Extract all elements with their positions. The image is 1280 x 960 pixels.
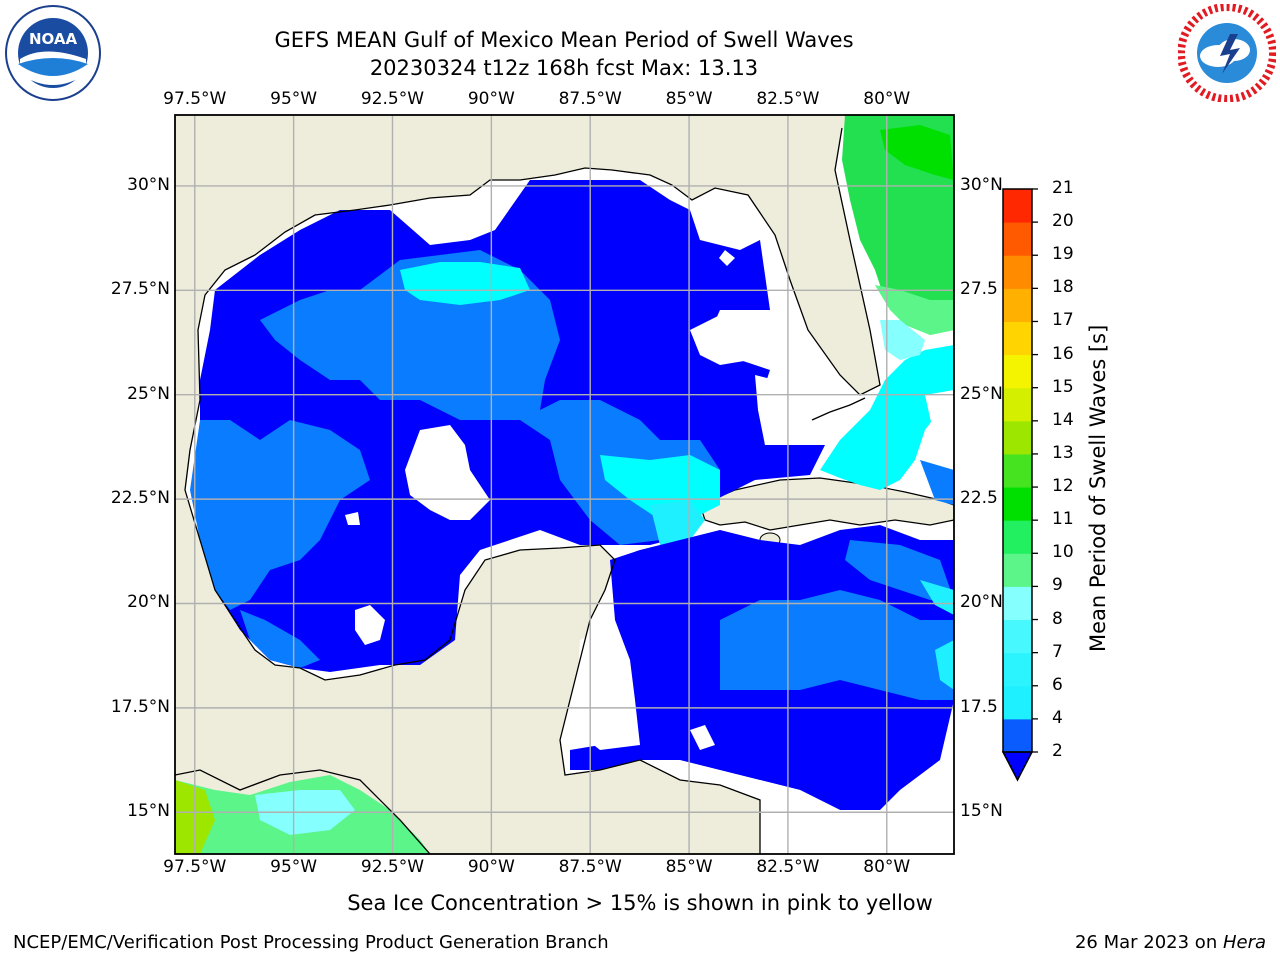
lon-label-bottom: 95°W xyxy=(270,857,318,877)
colorbar-tick-label: 2 xyxy=(1052,741,1063,761)
colorbar-segment xyxy=(1003,619,1032,654)
swell-period-field xyxy=(175,115,954,854)
sea-ice-note: Sea Ice Concentration > 15% is shown in … xyxy=(347,891,933,915)
lon-label-bottom: 87.5°W xyxy=(558,857,622,877)
lon-label-bottom: 90°W xyxy=(467,857,515,877)
lat-label-left: 17.5°N xyxy=(110,696,170,717)
lat-label-left: 27.5°N xyxy=(110,279,170,300)
chart-subtitle: 20230324 t12z 168h fcst Max: 13.13 xyxy=(369,56,759,80)
colorbar-tick-label: 13 xyxy=(1052,442,1074,463)
colorbar-tick-label: 4 xyxy=(1052,707,1063,728)
colorbar-segment xyxy=(1003,189,1032,223)
lat-label-left: 25°N xyxy=(127,383,170,404)
colorbar-under-arrow xyxy=(1001,751,1034,782)
lon-label-top: 82.5°W xyxy=(756,89,820,109)
noaa-logo-text: NOAA xyxy=(29,30,78,48)
colorbar xyxy=(1001,188,1038,782)
colorbar-segment xyxy=(1003,387,1032,422)
lon-label-bottom: 82.5°W xyxy=(756,857,820,877)
lat-label-right: 30°N xyxy=(960,174,1003,195)
colorbar-tick-label: 12 xyxy=(1052,476,1074,497)
lon-label-top: 87.5°W xyxy=(558,89,622,109)
colorbar-tick-label: 9 xyxy=(1052,575,1063,596)
lat-label-right: 27.5 xyxy=(960,279,998,300)
lon-label-bottom: 85°W xyxy=(665,857,713,877)
colorbar-segment xyxy=(1003,553,1032,587)
colorbar-tick-label: 17 xyxy=(1052,310,1074,331)
colorbar-tick-label: 6 xyxy=(1052,674,1063,695)
footer-machine: Hera xyxy=(1222,932,1266,953)
colorbar-segment xyxy=(1003,652,1032,687)
colorbar-segment xyxy=(1003,222,1032,256)
colorbar-tick-label: 14 xyxy=(1052,409,1074,430)
lat-label-right: 17.5 xyxy=(960,696,998,717)
colorbar-tick-label: 11 xyxy=(1052,509,1074,530)
colorbar-tick-label: 8 xyxy=(1052,608,1063,629)
noaa-logo: NOAA xyxy=(4,4,102,102)
colorbar-tick-label: 15 xyxy=(1052,376,1074,397)
lat-label-right: 15°N xyxy=(960,801,1003,822)
colorbar-tick-label: 19 xyxy=(1052,244,1074,265)
lat-label-left: 20°N xyxy=(127,592,170,613)
colorbar-segment xyxy=(1003,685,1032,720)
lon-label-top: 92.5°W xyxy=(360,89,425,109)
map-frame xyxy=(174,114,955,855)
lon-label-bottom: 80°W xyxy=(863,857,911,877)
colorbar-tick-label: 18 xyxy=(1052,277,1074,298)
nws-logo xyxy=(1177,3,1277,103)
colorbar-tick-label: 21 xyxy=(1052,178,1074,198)
colorbar-tick-label: 16 xyxy=(1052,343,1074,364)
colorbar-segment xyxy=(1003,520,1032,554)
lon-label-bottom: 97.5°W xyxy=(163,857,227,877)
colorbar-frame xyxy=(1002,188,1033,753)
lon-label-top: 90°W xyxy=(467,89,515,109)
footer-date-text: 26 Mar 2023 on xyxy=(1074,932,1223,953)
colorbar-tick-label: 10 xyxy=(1052,542,1074,563)
lat-label-right: 25°N xyxy=(960,383,1003,404)
footer-credit: NCEP/EMC/Verification Post Processing Pr… xyxy=(13,932,609,953)
lat-label-right: 22.5 xyxy=(960,488,998,509)
colorbar-tick-label: 20 xyxy=(1052,211,1074,232)
colorbar-segment xyxy=(1003,718,1032,753)
colorbar-segment xyxy=(1003,321,1032,356)
colorbar-title: Mean Period of Swell Waves [s] xyxy=(1086,324,1110,652)
lat-label-left: 30°N xyxy=(127,174,170,195)
colorbar-tick-label: 7 xyxy=(1052,641,1063,662)
lon-label-top: 97.5°W xyxy=(163,89,227,109)
colorbar-segment xyxy=(1003,487,1032,521)
lon-label-top: 80°W xyxy=(863,89,911,109)
colorbar-segment xyxy=(1003,453,1032,488)
chart-title: GEFS MEAN Gulf of Mexico Mean Period of … xyxy=(274,28,854,52)
colorbar-segment xyxy=(1003,420,1032,455)
colorbar-segment xyxy=(1003,255,1032,289)
colorbar-segment xyxy=(1003,586,1032,621)
lon-label-top: 85°W xyxy=(665,89,713,109)
map-grid xyxy=(175,115,954,854)
footer-date: 26 Mar 2023 on Hera xyxy=(1075,932,1266,953)
lat-label-left: 15°N xyxy=(127,801,170,822)
lat-label-right: 20°N xyxy=(960,592,1003,613)
colorbar-segment xyxy=(1003,288,1032,322)
lon-label-top: 95°W xyxy=(270,89,318,109)
lon-label-bottom: 92.5°W xyxy=(360,857,425,877)
colorbar-segment xyxy=(1003,354,1032,389)
lat-label-left: 22.5°N xyxy=(110,488,170,509)
